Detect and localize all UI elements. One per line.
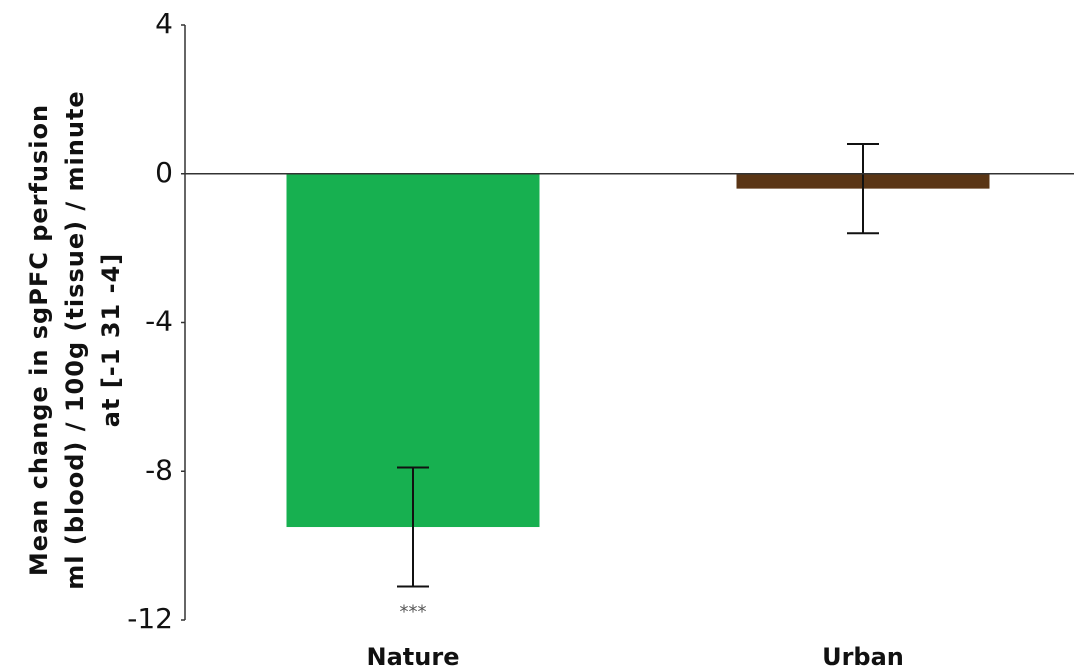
y-tick-label: -4	[145, 305, 173, 338]
y-axis-label: Mean change in sgPFC perfusion ml (blood…	[25, 90, 125, 589]
y-label-line: at [-1 31 -4]	[97, 253, 125, 427]
y-tick-label: -8	[145, 453, 173, 486]
y-tick-label: 0	[155, 156, 173, 189]
y-tick-label: 4	[155, 7, 173, 40]
annotation: ***	[400, 602, 427, 623]
y-tick-label: -12	[127, 602, 173, 635]
x-tick-label: Nature	[367, 643, 460, 671]
y-label-line: ml (blood) / 100g (tissue) / minute	[61, 90, 89, 589]
error-bar	[397, 466, 429, 588]
y-label-line: Mean change in sgPFC perfusion	[25, 104, 53, 576]
x-tick-label: Urban	[822, 643, 904, 671]
error-bar	[847, 143, 879, 235]
